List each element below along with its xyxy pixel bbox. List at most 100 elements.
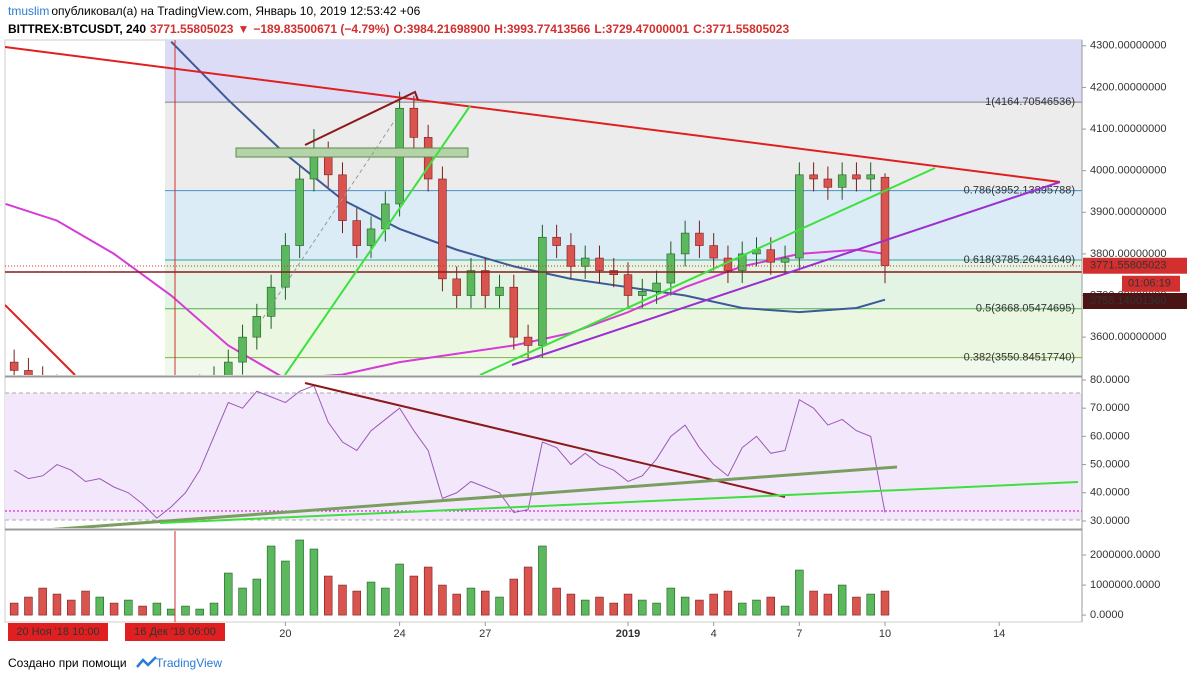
fib-band — [165, 357, 1082, 375]
footer: Создано при помощи TradingView — [8, 656, 222, 670]
y-tick-label: 4200.00000000 — [1090, 81, 1166, 93]
volume-bar — [438, 584, 447, 616]
fib-band — [165, 308, 1082, 358]
brand[interactable]: TradingView — [155, 656, 223, 670]
volume-bar — [695, 599, 704, 616]
volume-bar — [766, 596, 776, 616]
countdown-label: 01:06:19 — [1128, 278, 1171, 290]
candle-body — [795, 174, 804, 259]
x-tick-label: 14 — [993, 628, 1005, 640]
trendline — [479, 167, 936, 375]
user[interactable]: tmuslim — [8, 4, 50, 18]
fib-band — [165, 260, 1082, 309]
candle-body — [766, 249, 776, 263]
volume-bar — [95, 596, 105, 616]
volume-bar — [523, 566, 533, 616]
volume-bar — [181, 605, 190, 616]
volume-bar — [24, 596, 33, 616]
volume-bar — [209, 602, 219, 616]
trendline — [304, 90, 419, 146]
symbol: BITTREX:BTCUSDT, 240 — [8, 22, 147, 36]
y-tick-label: 0.0000 — [1090, 609, 1124, 621]
volume-bar — [252, 578, 262, 616]
fib-label: 0.5(3668.05474695) — [976, 303, 1075, 315]
published: опубликовал(а) на TradingView.com, Январ… — [51, 4, 421, 18]
trendline — [284, 105, 471, 375]
candle-body — [224, 361, 233, 375]
rsi-trendline — [51, 465, 898, 528]
candle-body — [24, 370, 33, 375]
y-tick-label: 4300.00000000 — [1090, 40, 1166, 52]
volume-bar — [152, 602, 162, 616]
x-tick-label: 2019 — [616, 628, 640, 640]
volume-bar — [281, 560, 290, 616]
header-line-2: BITTREX:BTCUSDT, 240 3771.55805023 ▼ −189.8… — [8, 22, 793, 36]
candle-body — [466, 270, 476, 296]
volume-bar — [452, 593, 461, 616]
volume-bar — [138, 605, 147, 616]
x-tick-label: 20 — [279, 628, 291, 640]
y-tick-label: 3600.00000000 — [1090, 331, 1166, 343]
volume-bar — [880, 590, 890, 616]
ma-price-label: 3755.14001360 — [1090, 295, 1166, 307]
y-tick-label: 40.0000 — [1090, 487, 1130, 499]
made-with: Создано при помощи — [8, 656, 127, 670]
volume-bar — [381, 587, 390, 616]
candle-body — [538, 236, 547, 346]
countdown-badge — [1122, 275, 1180, 292]
candle-body — [552, 236, 561, 246]
y-tick-label: 80.0000 — [1090, 374, 1130, 386]
fib-band — [165, 102, 1082, 191]
x-tick-label: 4 — [711, 628, 717, 640]
candle-body — [623, 274, 633, 296]
volume-bar — [509, 578, 519, 616]
candle-body — [409, 107, 419, 138]
volume-bar — [623, 593, 633, 616]
candle-body — [680, 232, 690, 255]
last-price-label: 3771.55805023 — [1090, 260, 1166, 272]
ma-price-badge — [1083, 293, 1187, 309]
rsi-trendline — [304, 382, 786, 498]
candle-body — [338, 174, 347, 221]
candle-body — [366, 228, 376, 246]
fib-band — [165, 40, 1082, 103]
x-tick-label: 27 — [479, 628, 491, 640]
drawings — [5, 40, 1082, 622]
date-badge-label: 16 Дек '18 06:00 — [134, 626, 216, 638]
volume-bar — [823, 593, 833, 616]
volume-bar — [266, 545, 276, 616]
candle-body — [823, 178, 833, 188]
volume-bar — [338, 584, 347, 616]
y-tick-label: 4100.00000000 — [1090, 123, 1166, 135]
candle-body — [737, 253, 747, 271]
volume-bar — [109, 602, 119, 616]
main-pane: 1(4164.70546536) 0.786(3952.13895788) 0.61… — [5, 40, 1082, 375]
candle-body — [509, 286, 519, 338]
volume-bar — [723, 590, 733, 616]
candle-body — [352, 220, 361, 246]
volume-bar — [38, 587, 47, 616]
volume-bar — [809, 590, 818, 616]
volume-bar — [366, 581, 376, 616]
volume-bar — [780, 605, 790, 616]
y-tick-label: 30.0000 — [1090, 515, 1130, 527]
volume-bar — [323, 575, 333, 616]
candle-body — [709, 245, 718, 259]
volume-bar — [295, 539, 304, 616]
trendline — [5, 46, 1061, 183]
candle-body — [852, 174, 861, 180]
candle-body — [495, 286, 504, 296]
volume-bar — [566, 593, 576, 616]
candle-body — [809, 174, 818, 180]
ohlc-open: O:3984.21698900 — [393, 22, 491, 36]
volume-bar — [224, 572, 233, 616]
moving-average — [5, 203, 886, 375]
y-tick-label: 50.0000 — [1090, 458, 1130, 470]
ohlc-close: C:3771.55805023 — [693, 22, 790, 36]
volume-bar — [752, 599, 761, 616]
date-badge — [125, 623, 225, 641]
volume-bar — [67, 599, 76, 616]
candle-body — [423, 137, 433, 180]
trendline — [5, 304, 76, 375]
y-tick-label: 70.0000 — [1090, 402, 1130, 414]
